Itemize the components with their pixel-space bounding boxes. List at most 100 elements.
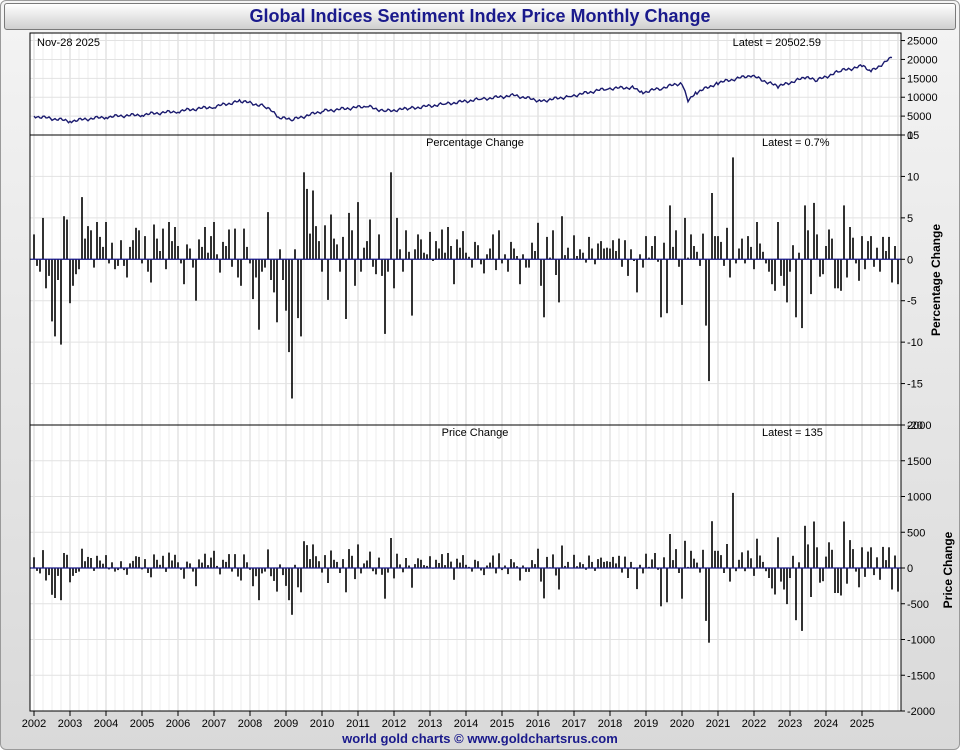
percentage-change-bar: [438, 248, 440, 260]
percentage-change-bar: [84, 238, 86, 260]
percentage-change-bar: [513, 248, 515, 260]
percentage-change-bar: [756, 222, 758, 260]
price-change-bar: [273, 568, 275, 581]
price-change-bar: [198, 559, 200, 568]
percentage-change-bar: [888, 236, 890, 260]
price-change-bar: [216, 565, 218, 568]
x-tick-label: 2020: [670, 718, 694, 730]
percentage-change-bar: [564, 255, 566, 260]
percentage-change-bar: [153, 224, 155, 260]
percentage-change-bar: [786, 259, 788, 303]
percentage-change-bar: [597, 243, 599, 260]
price-change-bar: [444, 565, 446, 568]
x-tick-label: 2008: [238, 718, 262, 730]
price-change-bar: [801, 568, 803, 631]
percentage-change-bar: [348, 212, 350, 260]
price-change-bar: [798, 562, 800, 568]
price-change-bar: [525, 568, 527, 572]
price-change-bar: [189, 563, 191, 568]
percentage-change-bar: [546, 236, 548, 260]
percentage-change-bar: [108, 259, 110, 264]
price-change-bar: [585, 568, 587, 570]
price-change-latest-label: Latest = 135: [762, 427, 823, 439]
percentage-change-bar: [723, 259, 725, 266]
percentage-change-bar: [198, 239, 200, 260]
percentage-change-bar: [114, 259, 116, 270]
percentage-change-bar: [489, 248, 491, 260]
price-change-subtitle: Price Change: [442, 427, 509, 439]
percentage-change-bar: [171, 241, 173, 260]
price-change-bar: [495, 568, 497, 574]
price-change-bar: [822, 568, 824, 582]
percentage-change-bar: [111, 242, 113, 260]
percentage-change-bar: [612, 240, 614, 260]
percentage-change-bar: [387, 259, 389, 272]
x-tick-label: 2013: [418, 718, 442, 730]
price-change-bar: [483, 568, 485, 576]
x-tick-label: 2015: [490, 718, 514, 730]
x-tick-label: 2017: [562, 718, 586, 730]
price-change-bar: [603, 561, 605, 568]
price-change-bar: [60, 568, 62, 601]
percentage-change-bar: [798, 252, 800, 260]
price-change-bar: [87, 556, 89, 568]
percentage-change-bar: [126, 259, 128, 278]
percentage-change-bar: [657, 259, 659, 262]
x-tick-label: 2005: [130, 718, 154, 730]
price-change-bar: [465, 564, 467, 568]
price-change-bar: [291, 568, 293, 615]
price-change-bar: [96, 555, 98, 568]
price-change-bar: [426, 565, 428, 568]
percentage-change-bar: [117, 259, 119, 266]
price-change-bar: [723, 568, 725, 573]
price-change-bar: [534, 564, 536, 568]
price-change-bar: [735, 568, 737, 572]
price-change-bar: [882, 546, 884, 568]
percentage-change-bar: [66, 219, 68, 260]
percentage-change-bar: [177, 246, 179, 260]
price-change-bar: [519, 568, 521, 581]
percentage-change-panel: [30, 157, 901, 399]
price-change-bar: [864, 568, 866, 577]
price-change-bar: [834, 568, 836, 593]
percentage-change-bar: [690, 234, 692, 260]
percentage-change-bar: [486, 254, 488, 260]
price-change-bar: [303, 541, 305, 568]
percentage-change-bar: [102, 246, 104, 260]
percentage-change-bar: [432, 259, 434, 261]
percentage-change-bar: [477, 245, 479, 260]
percentage-change-bar: [522, 254, 524, 260]
percentage-change-bar: [759, 243, 761, 260]
percentage-change-bar: [165, 259, 167, 270]
price-change-bar: [507, 568, 509, 575]
price-change-bar: [84, 561, 86, 568]
percentage-change-bar: [567, 247, 569, 260]
percentage-change-bar: [504, 254, 506, 260]
price-change-bar: [177, 562, 179, 568]
percentage-change-bar: [516, 256, 518, 260]
percentage-change-bar: [711, 193, 713, 260]
price-change-bar: [540, 568, 542, 582]
percentage-change-bar: [780, 259, 782, 276]
percentage-change-bar: [792, 245, 794, 260]
percentage-change-bar: [54, 259, 56, 337]
price-change-bar: [333, 559, 335, 568]
price-change-bar: [204, 553, 206, 568]
axis-layer: 2002 2003 2004 2005 2006 2007 2008 2009 2010 2011…: [22, 36, 938, 730]
percentage-change-bar: [852, 237, 854, 260]
x-tick-label: 2025: [850, 718, 874, 730]
percentage-change-bar: [393, 259, 395, 289]
percentage-change-bar: [303, 172, 305, 260]
price-change-bar: [261, 568, 263, 574]
percentage-change-bar: [294, 249, 296, 260]
price-change-bar: [564, 565, 566, 568]
price-change-bar: [372, 568, 374, 572]
percentage-change-bar: [495, 259, 497, 271]
percentage-change-bar: [243, 228, 245, 260]
price-change-bar: [741, 552, 743, 568]
price-change-bar: [858, 568, 860, 588]
price-change-bar: [891, 568, 893, 590]
price-change-bar: [651, 559, 653, 568]
price-change-bar: [51, 568, 53, 595]
percentage-change-bar: [78, 259, 80, 270]
